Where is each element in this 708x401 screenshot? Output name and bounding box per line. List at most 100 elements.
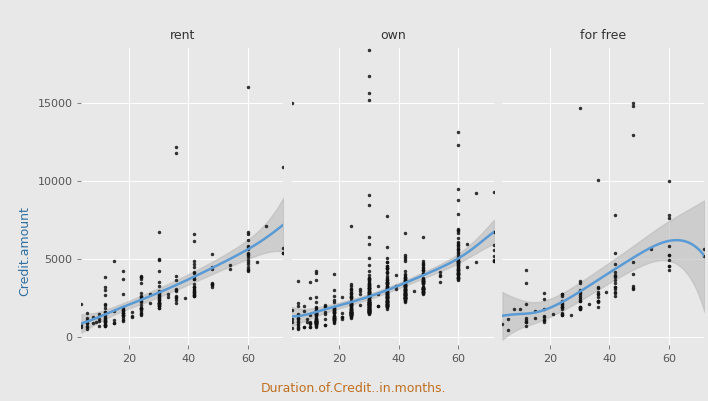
- Point: [304, 321, 316, 327]
- Point: [382, 292, 393, 299]
- Point: [547, 311, 559, 318]
- Point: [382, 298, 393, 305]
- Point: [399, 277, 411, 283]
- Point: [382, 302, 393, 308]
- Point: [188, 284, 200, 291]
- Point: [382, 294, 393, 301]
- Point: [346, 308, 357, 315]
- Point: [242, 266, 253, 273]
- Point: [328, 310, 339, 316]
- Point: [363, 309, 375, 316]
- Point: [363, 298, 375, 305]
- Point: [242, 84, 253, 90]
- Point: [452, 258, 464, 264]
- Point: [100, 309, 111, 315]
- Point: [100, 284, 111, 290]
- Point: [310, 318, 321, 324]
- Point: [346, 310, 357, 316]
- Point: [627, 99, 639, 106]
- Point: [286, 315, 297, 322]
- Point: [372, 291, 384, 297]
- Point: [363, 240, 375, 247]
- Point: [346, 309, 357, 316]
- Point: [242, 264, 253, 271]
- Point: [417, 286, 428, 292]
- Point: [452, 275, 464, 281]
- Point: [346, 307, 357, 314]
- Point: [382, 290, 393, 297]
- Point: [399, 292, 411, 298]
- Point: [100, 305, 111, 312]
- Point: [242, 246, 253, 253]
- Point: [417, 288, 428, 295]
- Point: [417, 278, 428, 284]
- Point: [328, 307, 339, 314]
- Point: [592, 298, 603, 305]
- Point: [417, 289, 428, 295]
- Point: [610, 269, 621, 275]
- Point: [363, 290, 375, 296]
- Point: [452, 270, 464, 277]
- Point: [382, 294, 393, 300]
- Point: [188, 269, 200, 275]
- Point: [382, 283, 393, 290]
- Point: [310, 318, 321, 324]
- Point: [363, 281, 375, 288]
- Point: [310, 320, 321, 327]
- Point: [574, 296, 586, 302]
- Point: [399, 230, 411, 237]
- Point: [188, 276, 200, 283]
- Point: [452, 129, 464, 135]
- Point: [417, 280, 428, 286]
- Point: [310, 277, 321, 283]
- Point: [452, 268, 464, 275]
- Point: [565, 312, 576, 318]
- Point: [328, 309, 339, 315]
- Point: [153, 256, 164, 262]
- Point: [399, 291, 411, 297]
- Point: [363, 275, 375, 282]
- Point: [417, 281, 428, 287]
- Point: [452, 246, 464, 252]
- Point: [435, 273, 446, 279]
- Point: [188, 292, 200, 298]
- Point: [188, 292, 200, 299]
- Point: [363, 302, 375, 308]
- Point: [207, 266, 218, 272]
- Point: [242, 237, 253, 243]
- Point: [363, 304, 375, 310]
- Point: [162, 294, 173, 300]
- Point: [188, 261, 200, 267]
- Point: [337, 314, 348, 320]
- Point: [538, 313, 549, 319]
- Point: [556, 310, 568, 317]
- Point: [108, 317, 120, 323]
- Point: [126, 308, 137, 315]
- Point: [627, 283, 639, 289]
- Point: [417, 290, 428, 296]
- Point: [417, 286, 428, 292]
- Point: [363, 276, 375, 282]
- Point: [556, 303, 568, 310]
- Point: [153, 303, 164, 309]
- Point: [363, 282, 375, 289]
- Point: [242, 251, 253, 258]
- Point: [346, 286, 357, 292]
- Point: [346, 290, 357, 296]
- Point: [382, 294, 393, 300]
- Point: [310, 269, 321, 276]
- Point: [153, 300, 164, 307]
- Point: [382, 287, 393, 294]
- Point: [118, 310, 129, 316]
- Point: [489, 257, 500, 263]
- Point: [363, 97, 375, 103]
- Point: [417, 266, 428, 273]
- Point: [207, 284, 218, 290]
- Point: [399, 282, 411, 288]
- Point: [417, 278, 428, 284]
- Point: [627, 285, 639, 292]
- Point: [382, 286, 393, 292]
- Point: [574, 306, 586, 313]
- Point: [118, 291, 129, 297]
- Point: [363, 284, 375, 290]
